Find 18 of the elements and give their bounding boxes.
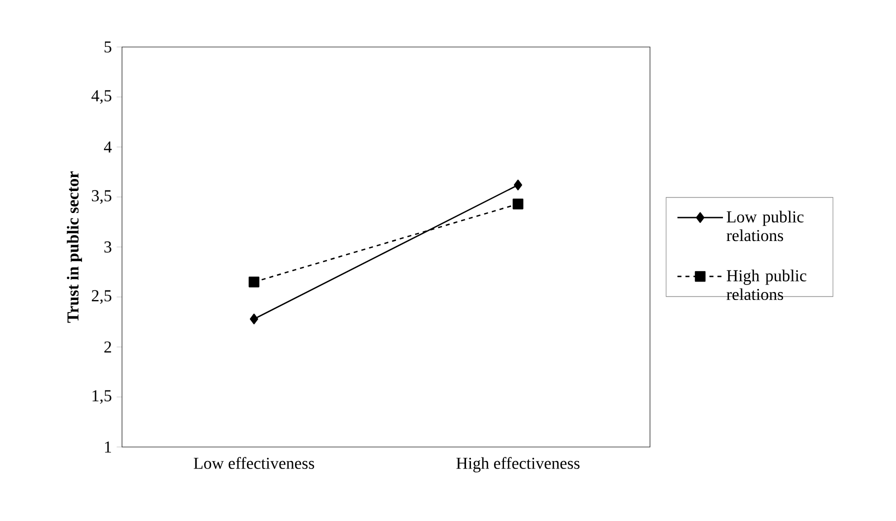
x-tick-label: Low effectiveness — [194, 457, 314, 469]
y-tick-label: 2,5 — [92, 290, 112, 304]
y-tick-label: 4 — [104, 142, 112, 152]
point — [514, 180, 522, 190]
y-tick-label: 4,5 — [91, 90, 112, 104]
y-tick-label: 3 — [104, 241, 112, 253]
y-tick-label: 5 — [104, 41, 112, 53]
point — [248, 276, 260, 288]
legend-label: Low public relations — [726, 210, 804, 242]
y-tick-label: 2 — [104, 341, 112, 353]
y-tick-label: 1,5 — [92, 390, 112, 404]
point — [512, 198, 524, 210]
y-tick-label: 3,5 — [92, 190, 112, 204]
point — [250, 314, 258, 324]
y-tick-label: 1 — [105, 441, 111, 452]
y-axis-title: Trust in public sector — [66, 171, 82, 323]
x-tick-label: High effectiveness — [456, 457, 580, 472]
legend-label: High public relations — [726, 270, 806, 300]
